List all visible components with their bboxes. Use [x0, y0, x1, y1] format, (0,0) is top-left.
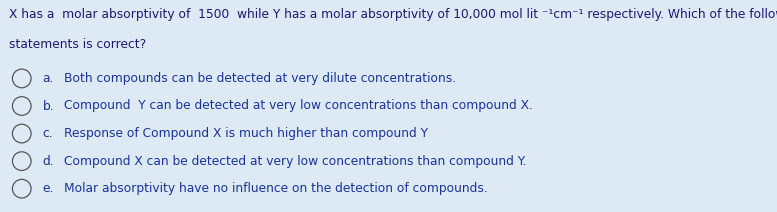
Text: c.: c.: [43, 127, 54, 140]
Text: statements is correct?: statements is correct?: [9, 38, 146, 51]
Text: b.: b.: [43, 99, 54, 113]
Text: Compound  Y can be detected at very low concentrations than compound X.: Compound Y can be detected at very low c…: [64, 99, 532, 113]
Text: e.: e.: [43, 182, 54, 195]
Text: d.: d.: [43, 155, 54, 168]
Text: Response of Compound X is much higher than compound Y: Response of Compound X is much higher th…: [64, 127, 427, 140]
Text: X has a  molar absorptivity of  1500  while Y has a molar absorptivity of 10,000: X has a molar absorptivity of 1500 while…: [9, 8, 777, 21]
Text: Molar absorptivity have no influence on the detection of compounds.: Molar absorptivity have no influence on …: [64, 182, 487, 195]
Text: Both compounds can be detected at very dilute concentrations.: Both compounds can be detected at very d…: [64, 72, 456, 85]
Text: a.: a.: [43, 72, 54, 85]
Text: Compound X can be detected at very low concentrations than compound Y.: Compound X can be detected at very low c…: [64, 155, 526, 168]
